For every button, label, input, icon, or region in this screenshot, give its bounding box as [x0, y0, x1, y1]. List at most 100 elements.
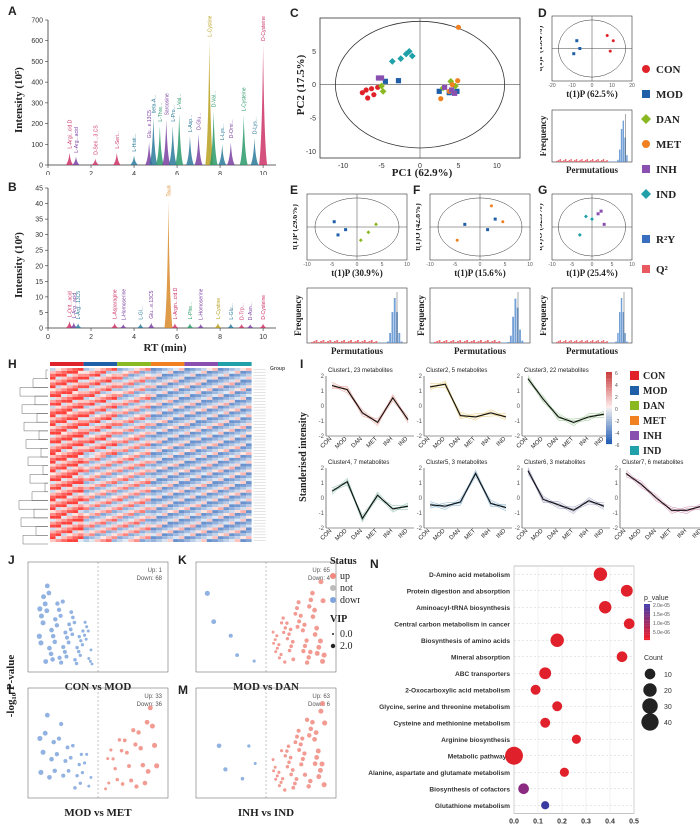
heatmap-cell	[78, 402, 84, 406]
heatmap-cell	[83, 513, 90, 516]
score-point	[358, 238, 363, 243]
heatmap-cell	[173, 492, 179, 496]
volcano-point	[288, 755, 293, 760]
heatmap-cell	[229, 379, 235, 383]
heatmap-cell	[134, 388, 140, 392]
heatmap-cell	[190, 533, 196, 537]
heatmap-cell	[234, 515, 241, 519]
pca-plot-c: PC2 (17.5%) PC1 (62.9%) -10 -5 0 5 10-10-505	[295, 17, 521, 179]
volcano-point	[307, 733, 312, 738]
heatmap-cell	[89, 533, 95, 537]
perm-bar	[599, 342, 601, 343]
score-point	[455, 238, 459, 242]
x-tick-label: 20	[629, 83, 635, 89]
heatmap-cell	[72, 397, 78, 400]
heatmap-cell	[94, 373, 101, 377]
heatmap-cell	[206, 411, 213, 415]
heatmap-cell	[66, 426, 73, 429]
heatmap-cell	[156, 399, 162, 403]
heatmap-cell	[89, 472, 95, 476]
heatmap-cell	[156, 536, 162, 540]
heatmap-cell	[234, 385, 241, 389]
color-scale-segment	[606, 379, 612, 382]
heatmap-cell	[139, 402, 146, 406]
cluster-y-tick: -2	[319, 526, 325, 532]
heatmap-cell	[184, 513, 190, 516]
heatmap-cell	[167, 455, 174, 458]
heatmap-cell	[190, 411, 196, 415]
heatmap-cell	[72, 498, 78, 502]
cluster-x-label: MET	[562, 528, 575, 541]
cluster-member-line	[527, 472, 605, 514]
heatmap-cell	[145, 440, 151, 444]
heatmap-cell	[94, 533, 101, 537]
heatmap-cell	[240, 510, 246, 513]
volcano-down-count: Down: 6	[308, 702, 331, 708]
heatmap-cell	[190, 388, 196, 392]
heatmap-cell	[162, 452, 168, 455]
heatmap-cell	[50, 373, 56, 377]
heatmap-cell	[223, 388, 230, 392]
heatmap-cell	[195, 446, 202, 450]
heatmap-cell	[190, 405, 196, 409]
perm-bar	[496, 342, 498, 343]
heatmap-cell	[72, 489, 78, 493]
heatmap-cell	[128, 382, 134, 386]
heatmap-cell	[167, 437, 174, 441]
heatmap-dendrogram-branch	[38, 430, 48, 440]
volcano-point	[312, 607, 317, 613]
heatmap-cell	[106, 521, 112, 525]
heatmap-cell	[218, 370, 224, 374]
heatmap-cell	[139, 437, 146, 441]
color-scale-tick: 4	[615, 383, 618, 389]
heatmap-cell	[145, 423, 151, 426]
volcano-point	[310, 614, 316, 620]
heatmap-cell	[122, 379, 129, 383]
heatmap-cell	[195, 411, 202, 415]
heatmap-cell	[66, 379, 73, 383]
heatmap-cell	[212, 437, 218, 441]
heatmap-cell	[184, 434, 190, 438]
heatmap-cell	[66, 405, 73, 409]
heatmap-cell	[55, 457, 62, 461]
perm-bar	[514, 298, 517, 343]
heatmap-cell	[61, 527, 67, 531]
heatmap-cell	[167, 399, 174, 403]
heatmap-cell	[72, 376, 78, 380]
heatmap-cell	[150, 492, 157, 496]
heatmap-cell	[212, 507, 218, 511]
heatmap-cell	[72, 518, 78, 522]
heatmap-cell	[139, 524, 146, 528]
heatmap-cell	[162, 472, 168, 476]
cluster-y-tick: 1	[419, 389, 423, 395]
score-point	[336, 233, 340, 237]
heatmap-cell	[195, 466, 202, 470]
heatmap-cell	[66, 495, 73, 499]
heatmap-cell	[150, 460, 157, 464]
heatmap-cell	[128, 501, 134, 505]
heatmap-cell	[167, 443, 174, 447]
peak-label: Glu...e.13C5	[147, 110, 153, 138]
heatmap-cell	[122, 524, 129, 528]
heatmap-cell	[128, 457, 134, 461]
heatmap-cell	[100, 486, 106, 490]
heatmap-cell	[128, 420, 134, 424]
heatmap-cell	[100, 492, 106, 496]
volcano-point	[90, 662, 94, 666]
heatmap-cell	[61, 495, 67, 499]
cluster-x-label: MET	[464, 436, 477, 449]
heatmap-cell	[173, 466, 179, 470]
heatmap-cell	[134, 469, 140, 473]
x-tick-label: -10	[426, 262, 433, 268]
heatmap-cell	[128, 510, 134, 513]
heatmap-cell	[212, 463, 218, 467]
heatmap-cell	[162, 486, 168, 490]
cluster-x-label: IND	[496, 528, 508, 540]
volcano-point	[277, 643, 281, 647]
heatmap-cell	[195, 536, 202, 540]
heatmap-cell	[206, 397, 213, 400]
heatmap-cell	[83, 536, 90, 540]
perm-bar	[577, 161, 580, 162]
heatmap-cell	[128, 423, 134, 426]
heatmap-cell	[134, 478, 140, 482]
